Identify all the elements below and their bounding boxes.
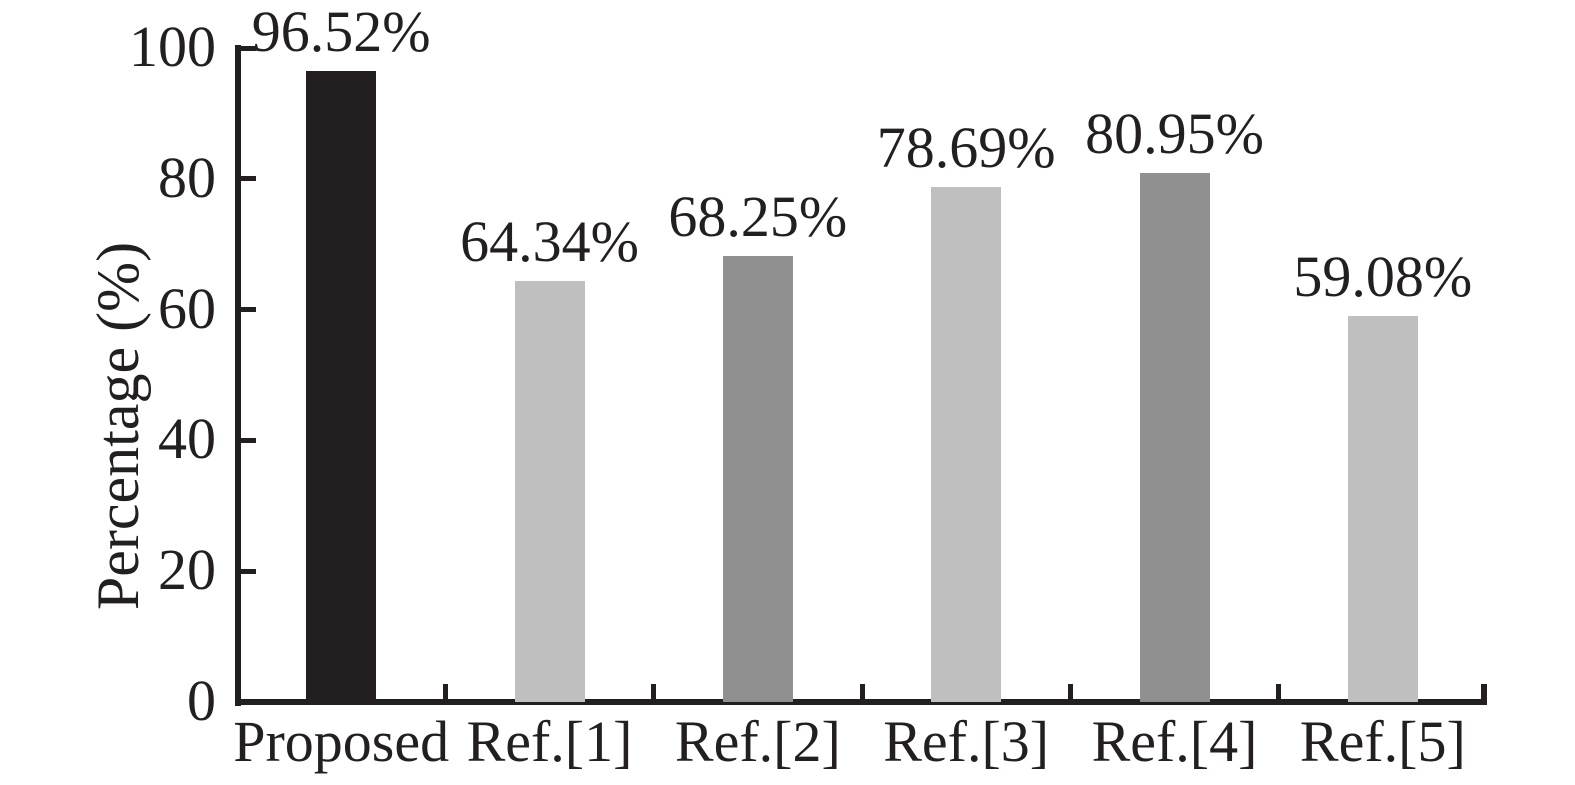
x-tick (859, 684, 865, 704)
y-tick (241, 45, 256, 51)
x-tick (651, 684, 657, 704)
y-tick (241, 568, 256, 574)
y-axis-line (235, 45, 241, 706)
bar-ref-4 (1139, 172, 1210, 702)
bar-value-label: 59.08% (1293, 243, 1473, 309)
bar-value-label: 80.95% (1085, 100, 1264, 166)
bar-value-label: 68.25% (668, 183, 848, 249)
x-tick (1276, 684, 1282, 704)
bar-ref-3 (931, 187, 1002, 702)
bar-ref-5 (1347, 315, 1418, 702)
y-tick-label: 0 (187, 668, 216, 733)
bar-value-label: 96.52% (251, 0, 431, 64)
y-tick-label: 40 (158, 406, 216, 472)
bar-value-label: 64.34% (460, 209, 639, 275)
x-category-label: Ref.[5] (1299, 709, 1466, 774)
y-tick-label: 80 (158, 144, 216, 210)
x-category-label: Proposed (233, 709, 450, 774)
bar-ref-2 (722, 255, 793, 702)
y-tick (241, 437, 256, 443)
x-category-label: Ref.[3] (883, 709, 1050, 774)
bar-ref-1 (514, 281, 585, 702)
x-category-label: Ref.[2] (674, 709, 841, 774)
x-category-label: Ref.[1] (466, 709, 633, 774)
bar-value-label: 78.69% (876, 115, 1056, 181)
bar-proposed (306, 70, 377, 702)
x-category-label: Ref.[4] (1091, 709, 1258, 774)
y-tick-label: 60 (158, 275, 216, 341)
y-tick (241, 307, 256, 313)
y-tick (241, 176, 256, 182)
y-tick-label: 100 (129, 14, 216, 79)
x-tick (1067, 684, 1073, 704)
x-tick (442, 684, 448, 704)
y-tick-label: 20 (158, 537, 216, 603)
x-axis-end-tick (1481, 684, 1487, 705)
